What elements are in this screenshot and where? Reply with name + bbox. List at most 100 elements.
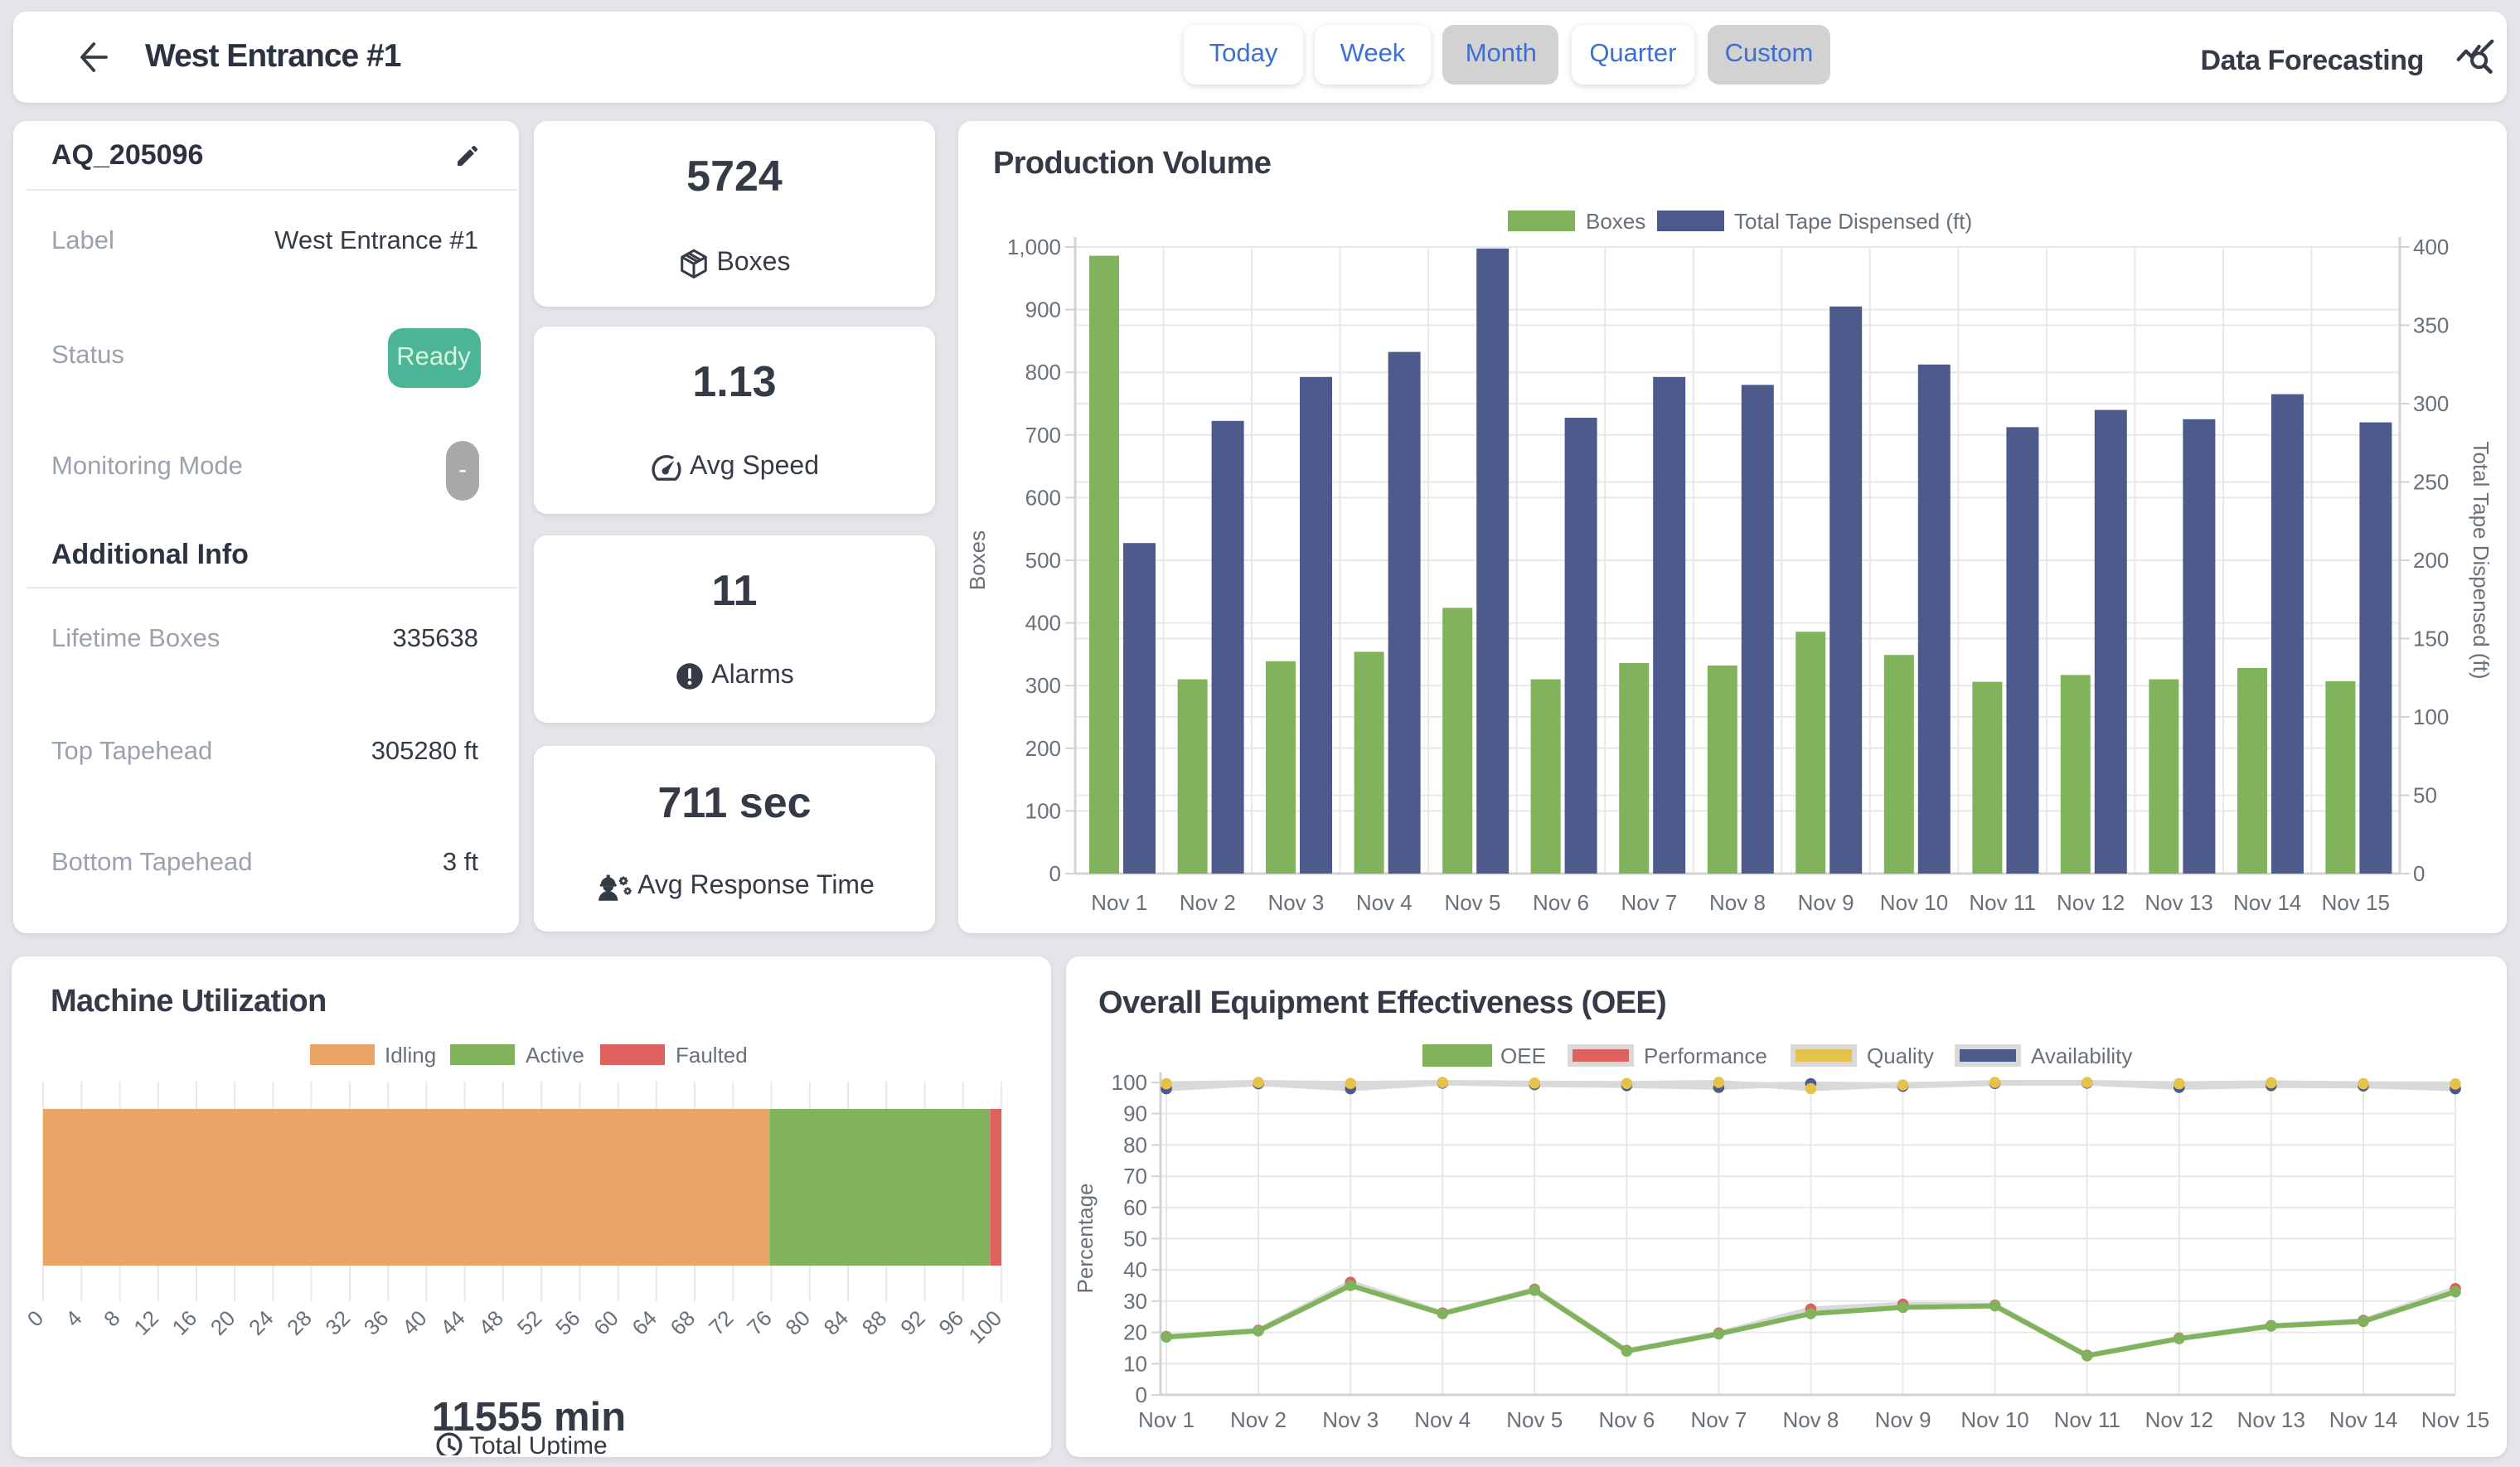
svg-text:Nov 9: Nov 9 (1874, 1407, 1931, 1432)
svg-text:72: 72 (704, 1305, 739, 1340)
svg-text:60: 60 (1122, 1195, 1146, 1220)
svg-text:32: 32 (321, 1305, 356, 1340)
svg-text:Boxes: Boxes (964, 530, 989, 590)
svg-text:250: 250 (2412, 469, 2448, 494)
svg-text:10: 10 (1122, 1351, 1146, 1376)
svg-text:Nov 10: Nov 10 (1960, 1407, 2028, 1432)
svg-text:44: 44 (435, 1305, 470, 1340)
svg-text:Nov 7: Nov 7 (1689, 1407, 1746, 1432)
svg-text:300: 300 (1025, 673, 1060, 698)
svg-text:OEE: OEE (1500, 1043, 1545, 1068)
svg-text:Idling: Idling (385, 1043, 436, 1068)
svg-text:Nov 15: Nov 15 (2421, 1407, 2488, 1432)
svg-text:Nov 14: Nov 14 (2232, 890, 2300, 915)
svg-text:80: 80 (1122, 1132, 1146, 1157)
svg-text:Nov 12: Nov 12 (2144, 1407, 2212, 1432)
svg-text:200: 200 (1025, 736, 1060, 761)
svg-text:52: 52 (512, 1305, 547, 1340)
svg-text:Nov 14: Nov 14 (2329, 1407, 2396, 1432)
svg-text:Nov 5: Nov 5 (1505, 1407, 1562, 1432)
svg-text:Nov 5: Nov 5 (1443, 890, 1500, 915)
svg-text:150: 150 (2412, 627, 2448, 651)
svg-text:500: 500 (1025, 548, 1060, 573)
svg-text:84: 84 (819, 1305, 854, 1340)
svg-text:88: 88 (857, 1305, 892, 1340)
svg-text:700: 700 (1025, 423, 1060, 448)
svg-text:Nov 1: Nov 1 (1137, 1407, 1194, 1432)
svg-text:0: 0 (22, 1305, 48, 1331)
svg-text:Nov 2: Nov 2 (1179, 890, 1235, 915)
svg-text:Nov 7: Nov 7 (1620, 890, 1676, 915)
svg-text:30: 30 (1122, 1289, 1146, 1314)
svg-text:Nov 13: Nov 13 (2144, 890, 2212, 915)
svg-text:Nov 3: Nov 3 (1267, 890, 1323, 915)
svg-text:100: 100 (1025, 798, 1060, 823)
svg-text:Total Tape Dispensed (ft): Total Tape Dispensed (ft) (1733, 209, 1971, 234)
svg-text:Total Uptime: Total Uptime (469, 1432, 608, 1455)
svg-text:Machine Utilization: Machine Utilization (51, 984, 327, 1019)
svg-text:16: 16 (167, 1305, 202, 1340)
svg-text:12: 12 (128, 1305, 163, 1340)
svg-text:400: 400 (2412, 235, 2448, 259)
svg-text:Nov 15: Nov 15 (2321, 890, 2389, 915)
svg-text:800: 800 (1025, 360, 1060, 385)
svg-text:Production Volume: Production Volume (992, 146, 1270, 181)
svg-text:0: 0 (2412, 861, 2424, 886)
svg-text:68: 68 (666, 1305, 700, 1340)
svg-text:11555 min: 11555 min (432, 1395, 626, 1440)
svg-text:92: 92 (895, 1305, 930, 1340)
svg-text:100: 100 (963, 1305, 1006, 1348)
svg-text:90: 90 (1122, 1101, 1146, 1126)
svg-text:Nov 3: Nov 3 (1321, 1407, 1378, 1432)
svg-text:48: 48 (473, 1305, 508, 1340)
svg-text:40: 40 (397, 1305, 432, 1340)
svg-text:Nov 1: Nov 1 (1090, 890, 1146, 915)
svg-text:50: 50 (2412, 782, 2436, 807)
svg-text:350: 350 (2412, 313, 2448, 338)
svg-text:Availability: Availability (2030, 1043, 2131, 1068)
svg-text:4: 4 (61, 1305, 86, 1331)
svg-text:50: 50 (1122, 1227, 1146, 1252)
svg-text:36: 36 (359, 1305, 394, 1340)
svg-text:Nov 2: Nov 2 (1229, 1407, 1286, 1432)
svg-text:Nov 10: Nov 10 (1879, 890, 1947, 915)
svg-text:20: 20 (206, 1305, 240, 1340)
svg-text:Nov 11: Nov 11 (2053, 1407, 2120, 1432)
svg-text:Nov 6: Nov 6 (1532, 890, 1588, 915)
svg-text:Nov 4: Nov 4 (1413, 1407, 1470, 1432)
svg-text:60: 60 (589, 1305, 623, 1340)
svg-text:96: 96 (933, 1305, 968, 1340)
svg-text:300: 300 (2412, 391, 2448, 416)
svg-text:600: 600 (1025, 485, 1060, 510)
svg-text:Boxes: Boxes (1585, 209, 1645, 234)
svg-text:900: 900 (1025, 298, 1060, 322)
svg-text:Nov 6: Nov 6 (1597, 1407, 1654, 1432)
svg-text:Nov 9: Nov 9 (1797, 890, 1854, 915)
svg-text:28: 28 (282, 1305, 317, 1340)
svg-text:Quality: Quality (1866, 1043, 1933, 1068)
svg-text:20: 20 (1122, 1320, 1146, 1345)
svg-text:Nov 11: Nov 11 (1968, 890, 2034, 915)
svg-text:100: 100 (1111, 1070, 1146, 1095)
svg-text:Percentage: Percentage (1072, 1184, 1097, 1294)
svg-text:Nov 13: Nov 13 (2236, 1407, 2304, 1432)
svg-text:Total Tape Dispensed (ft): Total Tape Dispensed (ft) (2468, 441, 2493, 679)
svg-text:64: 64 (627, 1305, 662, 1340)
svg-text:Nov 8: Nov 8 (1708, 890, 1765, 915)
svg-text:200: 200 (2412, 548, 2448, 573)
svg-text:Overall Equipment Effectivenes: Overall Equipment Effectiveness (OEE) (1098, 985, 1665, 1020)
svg-text:70: 70 (1122, 1164, 1146, 1189)
svg-text:1,000: 1,000 (1006, 235, 1060, 259)
svg-text:24: 24 (244, 1305, 279, 1340)
svg-text:Nov 4: Nov 4 (1355, 890, 1412, 915)
svg-text:80: 80 (780, 1305, 815, 1340)
svg-text:100: 100 (2412, 704, 2448, 729)
svg-text:Nov 12: Nov 12 (2056, 890, 2124, 915)
svg-text:56: 56 (550, 1305, 585, 1340)
svg-text:0: 0 (1135, 1382, 1146, 1407)
svg-text:76: 76 (742, 1305, 777, 1340)
svg-text:8: 8 (99, 1305, 124, 1331)
svg-text:400: 400 (1025, 611, 1060, 636)
svg-text:Faulted: Faulted (676, 1043, 748, 1068)
svg-text:Active: Active (526, 1043, 584, 1068)
